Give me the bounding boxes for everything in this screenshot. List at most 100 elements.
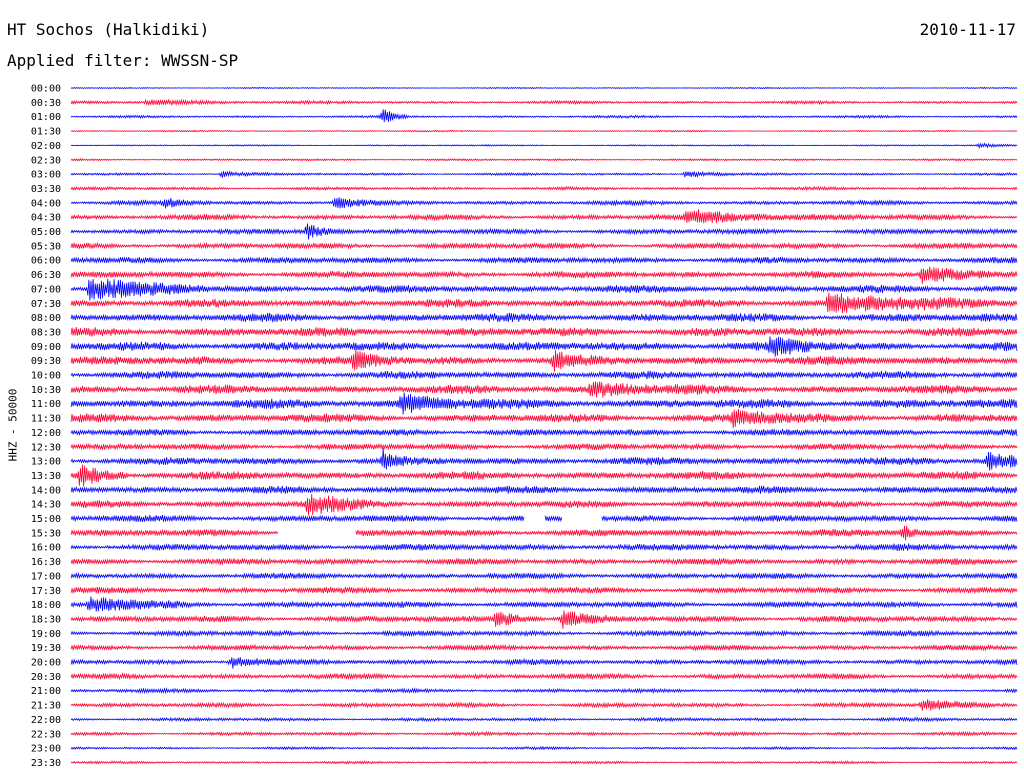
trace-1230 [70,442,1018,451]
time-tick-label: 21:00 [31,686,61,697]
time-tick-label: 15:00 [31,514,61,525]
time-tick-label: 16:30 [31,557,61,568]
time-tick-label: 14:00 [31,485,61,496]
trace-1630 [70,557,1018,566]
time-tick-label: 13:30 [31,471,61,482]
time-tick-label: 17:00 [31,571,61,582]
time-tick-label: 10:00 [31,371,61,382]
time-tick-label: 02:30 [31,155,61,166]
time-tick-label: 12:00 [31,428,61,439]
trace-0830 [70,326,1018,337]
trace-2130 [70,699,1018,711]
trace-0430 [70,209,1018,224]
trace-0800 [70,312,1018,323]
trace-0600 [70,256,1018,265]
time-tick-label: 16:00 [31,543,61,554]
filter-label: Applied filter: WWSSN-SP [7,51,239,70]
trace-1800 [70,596,1018,612]
trace-0930 [70,349,1018,372]
time-tick-label: 12:30 [31,442,61,453]
time-tick-label: 19:00 [31,629,61,640]
time-tick-label: 15:30 [31,528,61,539]
trace-0730 [70,292,1018,314]
time-tick-label: 03:30 [31,184,61,195]
time-tick-label: 20:30 [31,672,61,683]
time-tick-label: 04:30 [31,213,61,224]
trace-1500 [70,514,1018,523]
time-tick-label: 13:00 [31,457,61,468]
time-tick-label: 23:00 [31,744,61,755]
time-tick-label: 10:30 [31,385,61,396]
time-tick-label: 11:00 [31,399,61,410]
trace-1900 [70,629,1018,638]
time-tick-label: 03:00 [31,170,61,181]
time-tick-label: 09:30 [31,356,61,367]
trace-1730 [70,586,1018,595]
time-tick-label: 07:00 [31,284,61,295]
time-tick-label: 22:00 [31,715,61,726]
time-tick-label: 07:30 [31,299,61,310]
trace-1100 [70,392,1018,415]
time-tick-label: 00:00 [31,84,61,95]
trace-0130 [70,129,1018,133]
time-tick-label: 17:30 [31,586,61,597]
trace-1830 [70,610,1018,629]
trace-1430 [70,493,1018,516]
date-label: 2010-11-17 [919,20,1016,39]
time-tick-label: 06:30 [31,270,61,281]
trace-1030 [70,381,1018,398]
trace-1530 [70,525,1018,541]
trace-0530 [70,241,1018,250]
trace-2100 [70,687,1018,695]
trace-0000 [70,86,1018,90]
time-tick-label: 19:30 [31,643,61,654]
station-title: HT Sochos (Halkidiki) [7,20,210,39]
trace-2300 [70,745,1018,751]
time-tick-label: 23:30 [31,758,61,769]
time-tick-label: 00:30 [31,98,61,109]
trace-0900 [70,336,1018,357]
trace-2200 [70,716,1018,723]
time-tick-label: 08:00 [31,313,61,324]
seismogram-traces [70,86,1018,765]
trace-1700 [70,571,1018,580]
trace-1600 [70,543,1018,552]
trace-1330 [70,464,1018,487]
trace-1000 [70,370,1018,380]
trace-0030 [70,98,1018,107]
trace-2030 [70,672,1018,681]
time-tick-label: 20:00 [31,658,61,669]
trace-1130 [70,409,1018,429]
trace-0630 [70,266,1018,284]
time-tick-label: 04:00 [31,198,61,209]
trace-0100 [70,109,1018,123]
trace-0400 [70,197,1018,209]
time-tick-label: 06:00 [31,256,61,267]
trace-1930 [70,643,1018,652]
trace-1300 [70,448,1018,471]
time-tick-labels: 00:00 00:30 01:00 01:30 02:00 02:30 03:00 03:30… [31,84,61,769]
trace-2230 [70,730,1018,737]
trace-0230 [70,157,1018,162]
time-tick-label: 01:30 [31,127,61,138]
trace-1200 [70,428,1018,437]
trace-0200 [70,142,1018,150]
time-tick-label: 02:00 [31,141,61,152]
trace-2330 [70,760,1018,765]
trace-0500 [70,223,1018,240]
trace-0700 [70,278,1018,301]
time-tick-label: 14:30 [31,500,61,511]
time-tick-label: 22:30 [31,729,61,740]
time-tick-label: 05:00 [31,227,61,238]
time-tick-label: 18:00 [31,600,61,611]
time-tick-label: 11:30 [31,414,61,425]
trace-0300 [70,170,1018,179]
time-tick-label: 05:30 [31,241,61,252]
trace-0330 [70,185,1018,192]
time-tick-label: 09:00 [31,342,61,353]
time-tick-label: 18:30 [31,614,61,625]
trace-2000 [70,657,1018,669]
time-tick-label: 01:00 [31,112,61,123]
time-tick-label: 08:30 [31,327,61,338]
